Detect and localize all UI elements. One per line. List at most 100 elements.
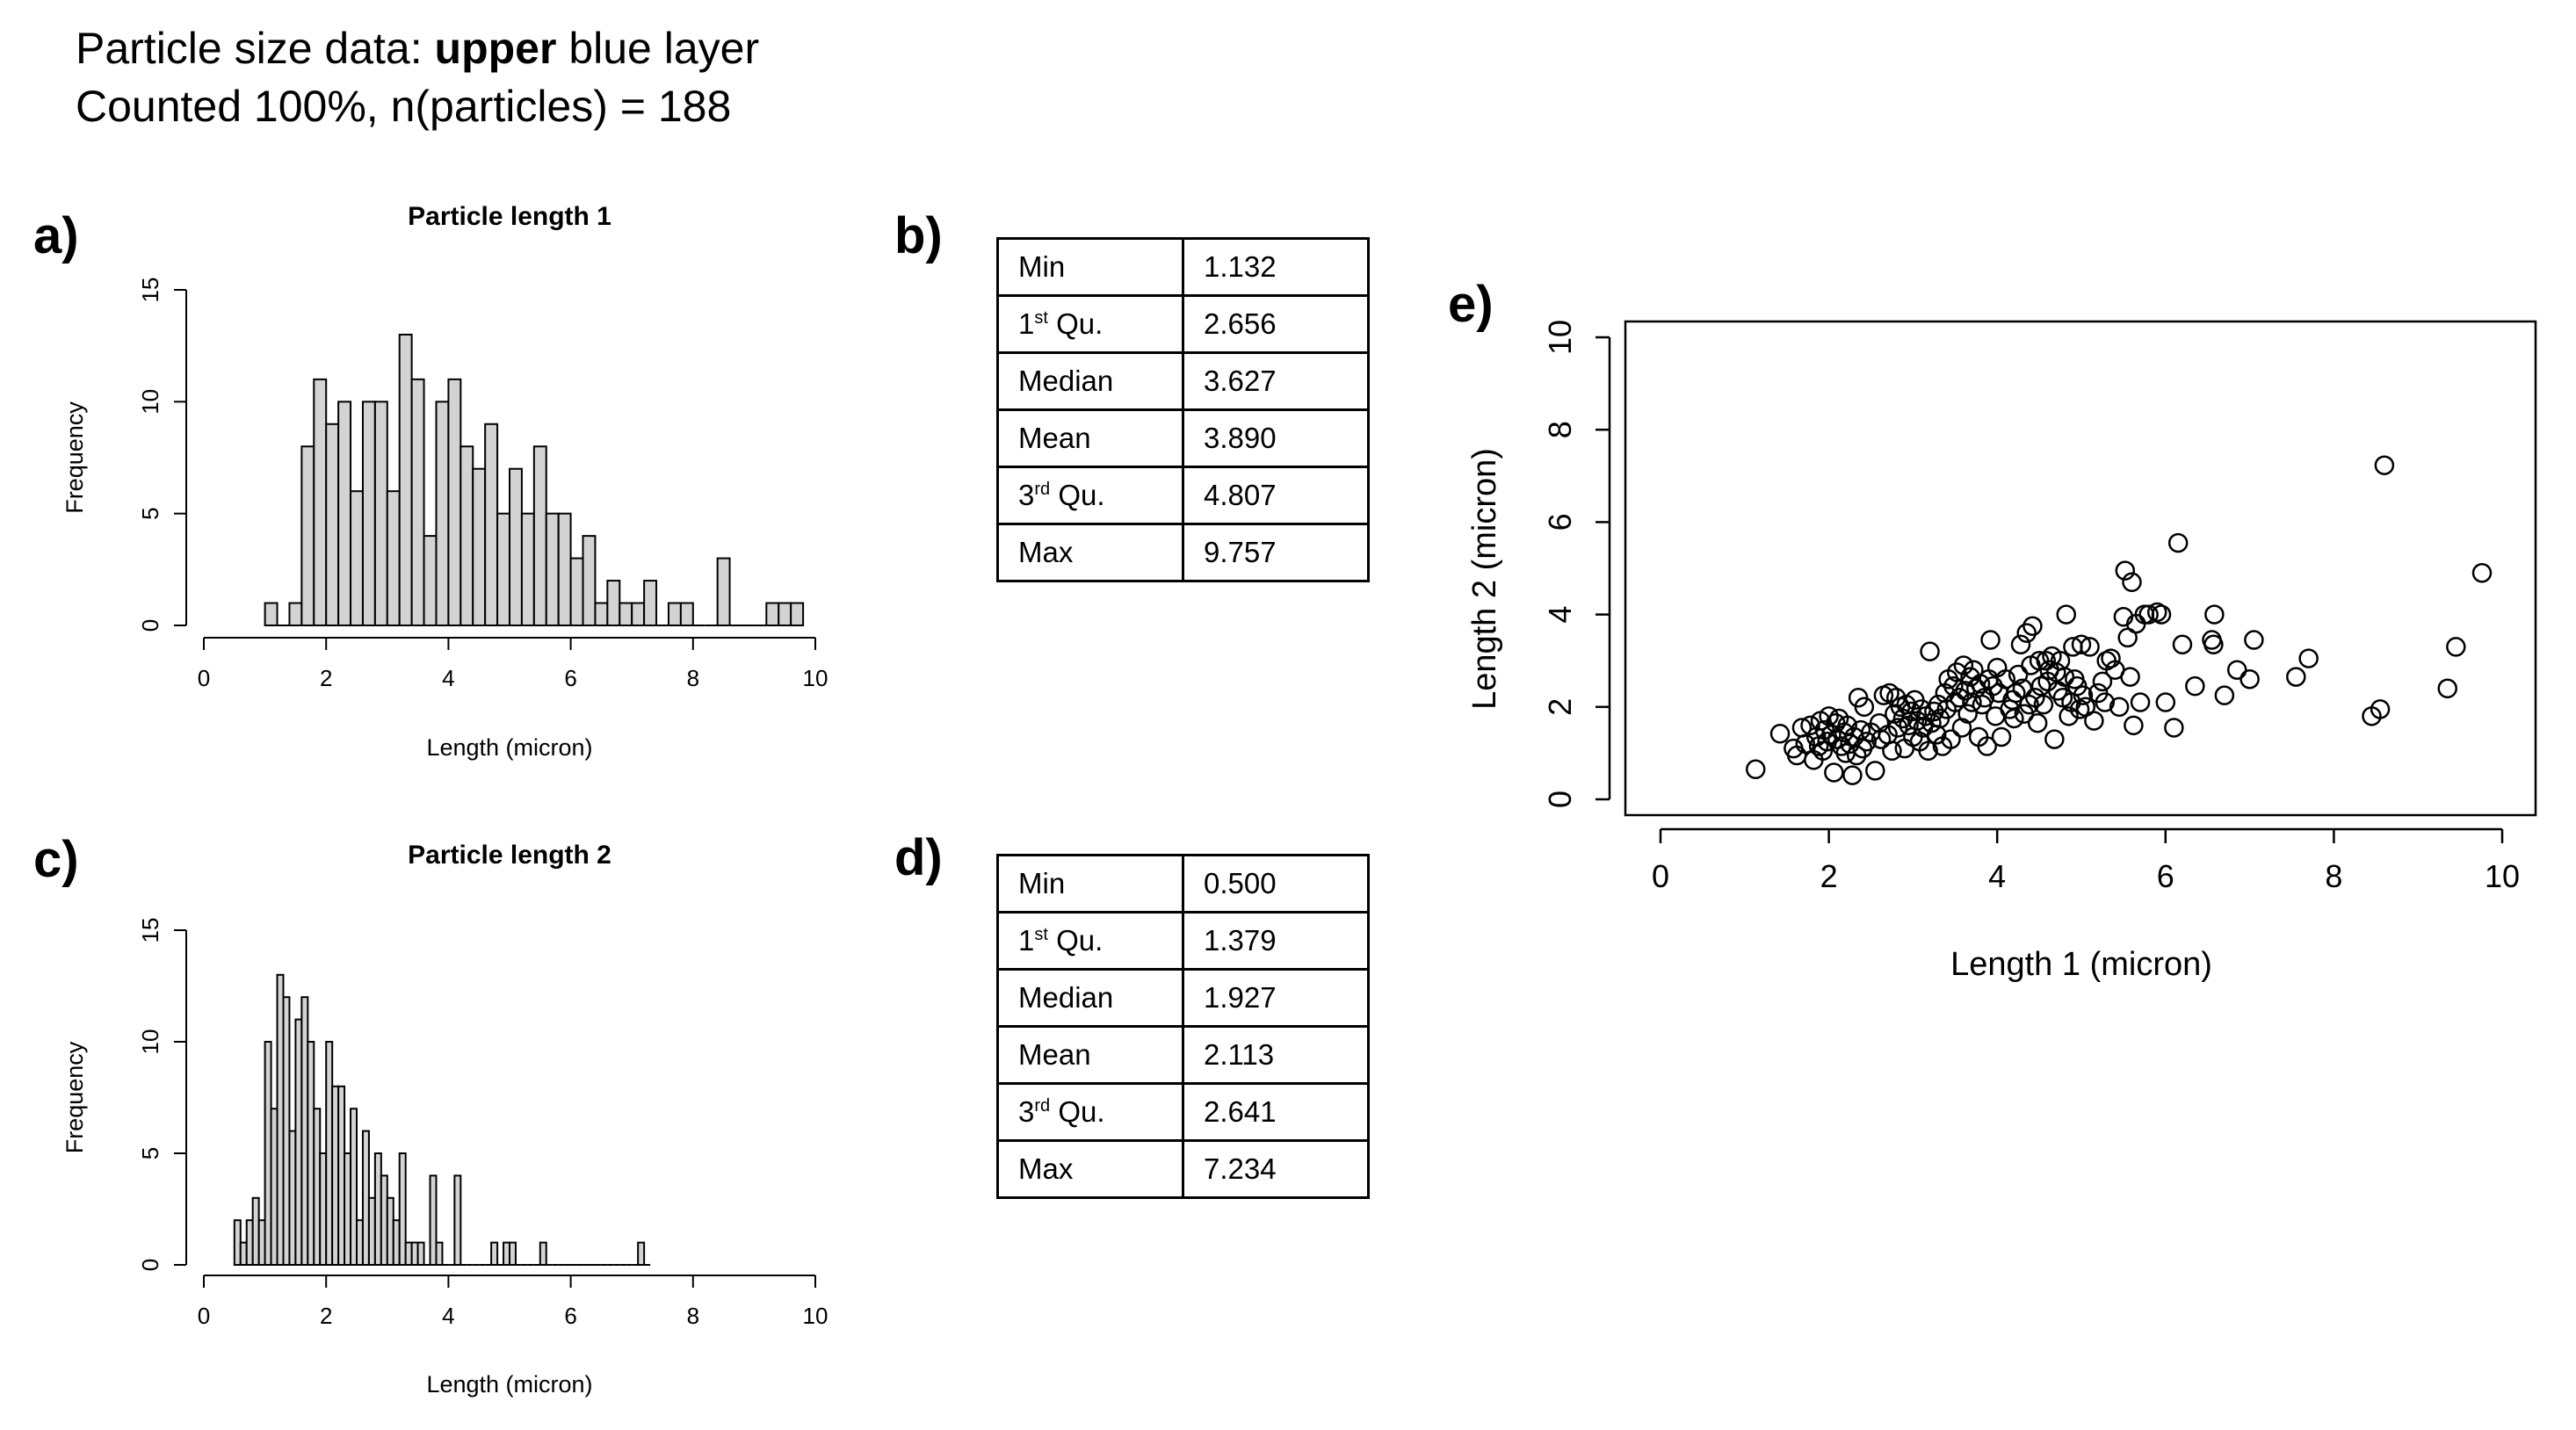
y-tick-label: 15 bbox=[137, 918, 163, 943]
heading-suffix: blue layer bbox=[556, 24, 760, 73]
x-axis-label: Length (micron) bbox=[426, 734, 592, 761]
histogram-bar bbox=[313, 378, 328, 626]
x-tick-label: 8 bbox=[687, 665, 699, 691]
histogram-bar bbox=[294, 1018, 303, 1266]
histogram-bar bbox=[350, 1108, 358, 1266]
scatter-point bbox=[2124, 715, 2144, 736]
histogram-bar bbox=[325, 1041, 334, 1266]
scatter-point bbox=[1824, 762, 1844, 783]
chart-title: Particle length 2 bbox=[408, 841, 611, 870]
x-tick-label: 6 bbox=[564, 1303, 576, 1329]
histogram-bar bbox=[245, 1219, 254, 1266]
x-tick-label: 2 bbox=[1820, 858, 1838, 894]
scatter-point bbox=[2130, 692, 2151, 712]
plot-frame bbox=[1624, 320, 2537, 817]
x-tick-label: 4 bbox=[442, 1303, 454, 1329]
stat-value: 2.113 bbox=[1182, 1025, 1370, 1085]
x-tick-label: 0 bbox=[198, 665, 210, 691]
histogram-bar bbox=[380, 1174, 388, 1267]
histogram-bar bbox=[429, 1174, 438, 1267]
scatter-point bbox=[2084, 711, 2104, 731]
y-tick-label: 15 bbox=[137, 278, 163, 303]
scatter-point bbox=[2185, 675, 2205, 697]
scatter-point bbox=[1856, 732, 1877, 752]
scatter-point bbox=[1991, 726, 2012, 748]
histogram-bar bbox=[373, 401, 388, 627]
y-tick-label: 10 bbox=[1542, 320, 1578, 355]
scatter-point bbox=[1887, 718, 1908, 738]
scatter-point bbox=[2054, 667, 2075, 687]
histogram-bar bbox=[350, 490, 364, 627]
scatter-point bbox=[2019, 694, 2039, 715]
scatter-point bbox=[1995, 668, 2016, 690]
scatter-point bbox=[1795, 733, 1816, 755]
heading-line-2: Counted 100%, n(particles) = 188 bbox=[76, 82, 732, 131]
y-tick-label: 2 bbox=[1542, 698, 1578, 716]
stat-label: 1st Qu. bbox=[996, 911, 1184, 971]
stat-label: 3rd Qu. bbox=[996, 466, 1184, 525]
histogram-bar bbox=[313, 1108, 322, 1266]
table-row: 1st Qu. 1.379 bbox=[996, 911, 1370, 971]
stat-label: Mean bbox=[996, 1025, 1184, 1085]
scatter-point bbox=[2155, 692, 2176, 712]
y-tick-label: 10 bbox=[137, 1029, 163, 1055]
histogram-bar bbox=[539, 1241, 547, 1266]
histogram-bar bbox=[447, 378, 462, 626]
x-tick-label: 4 bbox=[1988, 858, 2006, 894]
scatter-point bbox=[2203, 634, 2224, 655]
stat-value: 1.379 bbox=[1182, 911, 1370, 971]
histogram-bar bbox=[356, 1219, 364, 1266]
histogram-bar bbox=[288, 602, 303, 626]
scatter-point bbox=[2012, 678, 2033, 699]
scatter-point bbox=[1842, 765, 1863, 785]
histogram-bar bbox=[337, 401, 352, 627]
histogram-bar bbox=[361, 401, 376, 627]
stat-label: 1st Qu. bbox=[996, 294, 1184, 354]
histogram-bar bbox=[300, 996, 309, 1266]
histogram-bar bbox=[264, 1041, 272, 1266]
stat-label: Median bbox=[996, 351, 1184, 411]
heading-line-1: Particle size data: upper blue layer bbox=[76, 19, 759, 77]
table-row: Max 9.757 bbox=[996, 523, 1370, 582]
scatter-point bbox=[2101, 648, 2121, 668]
histogram-bar bbox=[264, 602, 279, 626]
x-axis-label: Length (micron) bbox=[426, 1371, 592, 1398]
scatter-point bbox=[2374, 455, 2395, 475]
histogram-bar bbox=[582, 535, 597, 627]
histogram-bar bbox=[257, 1219, 266, 1266]
scatter-point bbox=[2151, 604, 2172, 625]
stat-value: 3.627 bbox=[1182, 351, 1370, 411]
scatter-point bbox=[1941, 729, 1961, 749]
scatter-point bbox=[1953, 655, 1974, 675]
histogram-bar bbox=[459, 445, 474, 626]
panel-label-c: c) bbox=[33, 831, 79, 888]
stat-label: Min bbox=[996, 237, 1184, 297]
scatter-point bbox=[2036, 650, 2057, 671]
stat-value: 0.500 bbox=[1182, 854, 1370, 914]
histogram-bar bbox=[490, 1241, 499, 1266]
scatter-point bbox=[2298, 648, 2319, 668]
histogram-bar bbox=[270, 1108, 279, 1266]
histogram-bar bbox=[619, 602, 633, 626]
panel-label-e: e) bbox=[1448, 276, 1494, 333]
scatter-point bbox=[1882, 740, 1902, 762]
histogram-bar bbox=[606, 580, 621, 626]
y-tick-label: 5 bbox=[137, 1147, 163, 1159]
scatter-point bbox=[2022, 616, 2043, 636]
histogram-bar bbox=[532, 445, 547, 626]
histogram-bar bbox=[276, 973, 285, 1267]
histogram-bar bbox=[337, 1085, 346, 1267]
scatter-point bbox=[2080, 637, 2100, 657]
scatter-point bbox=[1800, 715, 1820, 736]
histogram-bar bbox=[325, 422, 340, 626]
x-tick-label: 10 bbox=[2485, 858, 2520, 894]
table-row: Mean 3.890 bbox=[996, 408, 1370, 468]
histogram-bar bbox=[569, 557, 584, 626]
x-tick-label: 8 bbox=[687, 1303, 699, 1329]
table-row: 1st Qu. 2.656 bbox=[996, 294, 1370, 354]
page-heading: Particle size data: upper blue layer Cou… bbox=[76, 19, 759, 135]
histogram-bar bbox=[453, 1174, 462, 1267]
histogram-bar bbox=[545, 512, 560, 627]
histogram-bar bbox=[765, 602, 780, 626]
scatter-point bbox=[2071, 634, 2092, 655]
